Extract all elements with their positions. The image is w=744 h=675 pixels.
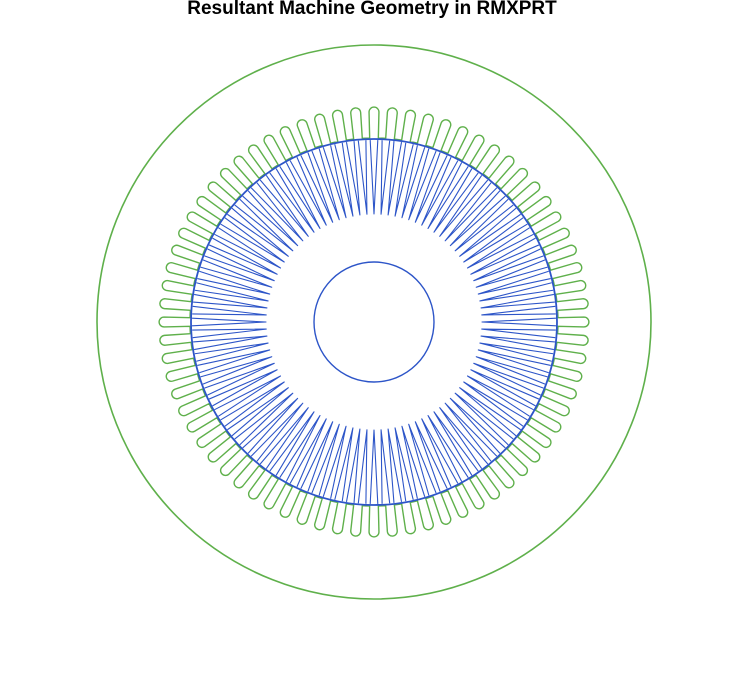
stator-slot-outline: [158, 106, 590, 538]
stator: [96, 44, 652, 600]
shaft-circle: [313, 261, 435, 383]
rotor-outer-circle: [190, 138, 558, 506]
rotor-slot-lines: [192, 140, 556, 504]
rotor: [190, 138, 558, 506]
stator-outer-circle: [96, 44, 652, 600]
figure-title: Resultant Machine Geometry in RMXPRT: [187, 0, 557, 19]
